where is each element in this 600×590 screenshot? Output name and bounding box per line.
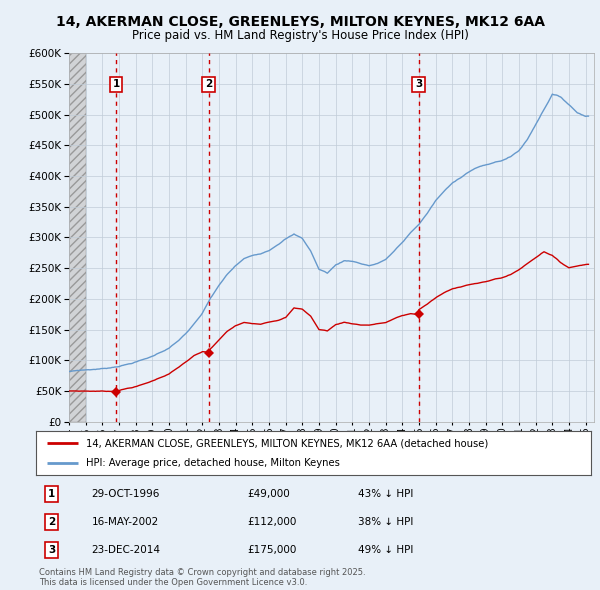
Text: 43% ↓ HPI: 43% ↓ HPI	[358, 489, 413, 499]
Text: 38% ↓ HPI: 38% ↓ HPI	[358, 517, 413, 527]
Text: 1: 1	[113, 80, 120, 90]
Text: 14, AKERMAN CLOSE, GREENLEYS, MILTON KEYNES, MK12 6AA: 14, AKERMAN CLOSE, GREENLEYS, MILTON KEY…	[56, 15, 545, 29]
Text: £175,000: £175,000	[247, 545, 296, 555]
Text: 1: 1	[48, 489, 55, 499]
Text: Price paid vs. HM Land Registry's House Price Index (HPI): Price paid vs. HM Land Registry's House …	[131, 30, 469, 42]
Bar	[69, 53, 86, 422]
Text: £112,000: £112,000	[247, 517, 296, 527]
Text: 23-DEC-2014: 23-DEC-2014	[92, 545, 161, 555]
Text: 3: 3	[415, 80, 422, 90]
Text: 29-OCT-1996: 29-OCT-1996	[92, 489, 160, 499]
Text: 16-MAY-2002: 16-MAY-2002	[92, 517, 159, 527]
Text: HPI: Average price, detached house, Milton Keynes: HPI: Average price, detached house, Milt…	[86, 458, 340, 468]
Text: 3: 3	[48, 545, 55, 555]
Text: £49,000: £49,000	[247, 489, 290, 499]
Text: 2: 2	[205, 80, 212, 90]
Text: 49% ↓ HPI: 49% ↓ HPI	[358, 545, 413, 555]
Text: 2: 2	[48, 517, 55, 527]
Text: Contains HM Land Registry data © Crown copyright and database right 2025.
This d: Contains HM Land Registry data © Crown c…	[39, 568, 365, 587]
Bar	[69, 53, 86, 422]
Text: 14, AKERMAN CLOSE, GREENLEYS, MILTON KEYNES, MK12 6AA (detached house): 14, AKERMAN CLOSE, GREENLEYS, MILTON KEY…	[86, 438, 488, 448]
